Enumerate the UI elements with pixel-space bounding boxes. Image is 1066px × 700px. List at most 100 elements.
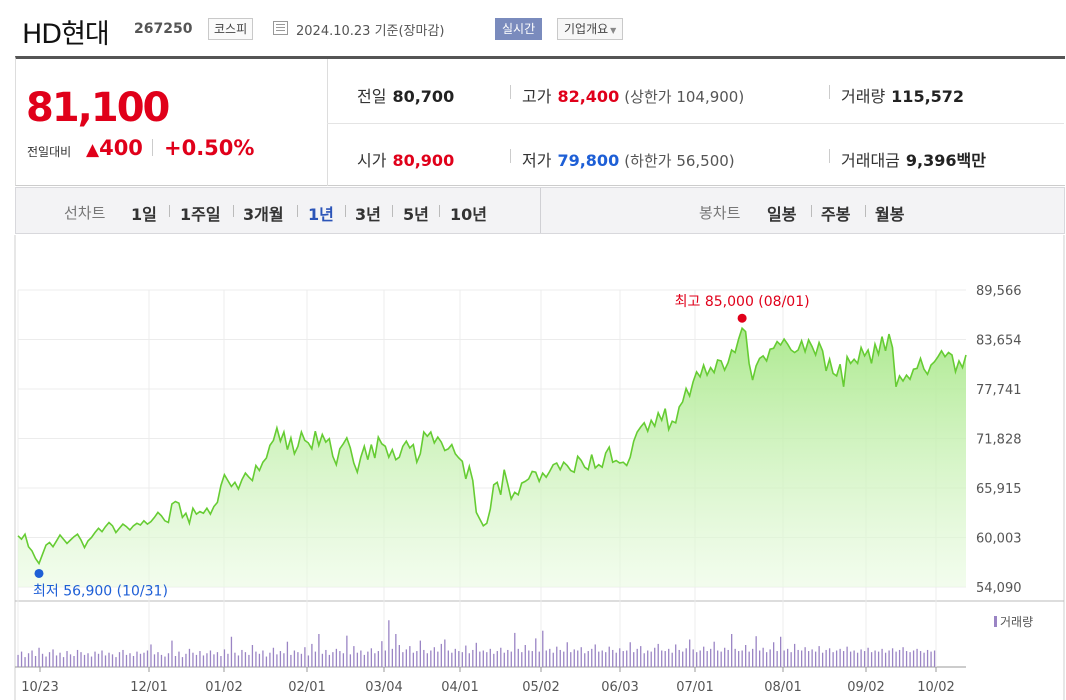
volume-bar <box>598 651 600 667</box>
volume-bar <box>307 655 310 667</box>
volume-bar <box>916 648 918 667</box>
tab-10y[interactable]: 10년 <box>450 205 487 224</box>
volume-bar <box>38 647 40 667</box>
divider <box>169 205 170 217</box>
volume-bar <box>419 640 421 667</box>
volume-bar <box>55 655 58 667</box>
volume-bar <box>759 650 761 667</box>
volume-bar <box>797 649 799 667</box>
volume-bar <box>783 650 785 667</box>
volume-bar <box>587 651 589 667</box>
volume-bar <box>654 647 656 667</box>
tab-3y[interactable]: 3년 <box>355 205 381 224</box>
volume-bar <box>570 652 572 667</box>
volume-bar <box>835 650 838 667</box>
volume-bar <box>80 652 82 667</box>
volume-bar <box>167 653 170 667</box>
volume-bar <box>531 651 533 667</box>
x-tick-label: 10/23 <box>21 680 58 695</box>
volume-bar <box>678 649 680 667</box>
tab-1w[interactable]: 1주일 <box>180 205 221 224</box>
open-value: 80,900 <box>392 151 455 170</box>
x-tick-label: 08/01 <box>764 680 801 695</box>
volume-bar <box>132 656 135 667</box>
volume-bar <box>524 645 526 667</box>
volume-bar <box>398 645 400 667</box>
volume-bar <box>185 653 187 667</box>
volume-bar <box>321 653 324 667</box>
chart-period-bar: 선차트 1일 1주일 3개월 1년 3년 5년 10년 봉차트 일봉 주봉 월봉 <box>15 187 1065 234</box>
volume-bar <box>566 642 568 667</box>
volume-bar <box>199 651 201 667</box>
volume-bar <box>258 653 261 667</box>
volume-bar <box>213 654 215 667</box>
price-chart[interactable]: 89,566 83,654 77,741 71,828 65,915 60,003 54,0… <box>0 235 1066 700</box>
tab-monthly[interactable]: 월봉 <box>875 205 905 224</box>
volume-bar <box>800 650 803 667</box>
volume-bar <box>206 653 208 667</box>
volume-bar <box>87 653 89 667</box>
realtime-button[interactable]: 실시간 <box>495 18 543 40</box>
volume-bar <box>311 643 313 667</box>
volume-bar <box>703 646 705 667</box>
volume-bar <box>430 650 432 667</box>
volume-bar <box>500 647 502 667</box>
volume-bar <box>755 636 757 667</box>
volume-bar <box>17 654 19 667</box>
volume-bar <box>115 657 117 667</box>
x-tick-label: 04/01 <box>441 680 478 695</box>
volume-bar <box>696 652 698 667</box>
tab-daily[interactable]: 일봉 <box>767 205 797 224</box>
volume-bar <box>556 646 558 667</box>
volume-bar <box>423 649 425 667</box>
tab-1d[interactable]: 1일 <box>131 205 157 224</box>
volume-bar <box>814 651 817 667</box>
volume-bar <box>738 651 740 667</box>
volume-bar <box>276 654 278 667</box>
min-point <box>34 568 44 578</box>
diff-value: ▲400 <box>86 136 143 160</box>
volume-bar <box>76 649 79 667</box>
divider <box>829 85 830 99</box>
volume-bar <box>433 647 435 667</box>
volume-bar <box>601 650 603 667</box>
volume-bar <box>633 652 635 667</box>
corp-info-dropdown[interactable]: 기업개요 ▼ <box>557 18 624 40</box>
volume-bar <box>710 648 712 667</box>
volume-bar <box>409 646 411 667</box>
volume-bar <box>122 649 124 667</box>
volume-bar <box>139 653 142 667</box>
tab-weekly[interactable]: 주봉 <box>821 205 851 224</box>
volume-bar <box>682 651 684 667</box>
x-tick-label: 10/02 <box>917 680 954 695</box>
volume-bar <box>342 653 345 667</box>
volume-bar <box>451 652 453 667</box>
volume-bar <box>48 652 51 667</box>
volume-bar <box>748 651 750 667</box>
stock-header: HD현대 267250 코스피 2024.10.23 기준(장마감) 실시간 기… <box>0 0 1066 56</box>
volume-bar <box>381 641 383 667</box>
volume-bar <box>926 649 929 667</box>
volume-bar <box>223 649 226 667</box>
volume-bar <box>195 654 198 667</box>
volume-bar <box>416 651 418 667</box>
volume-bar <box>59 652 61 667</box>
volume-bar <box>454 648 456 667</box>
tab-1y[interactable]: 1년 <box>308 205 334 224</box>
volume-bar <box>902 647 904 667</box>
x-tick-label: 02/01 <box>288 680 325 695</box>
low-label: 저가 <box>522 151 552 170</box>
volume-bar <box>867 647 869 667</box>
volume-bar <box>549 648 551 667</box>
volume-bar <box>405 649 407 667</box>
volume-bar <box>689 639 691 667</box>
volume-bar <box>174 656 177 667</box>
volume-bar <box>608 646 610 667</box>
volume-bar <box>101 650 103 667</box>
volume-bar <box>440 643 442 667</box>
tab-3m[interactable]: 3개월 <box>243 205 284 224</box>
volume-bar <box>699 650 701 667</box>
volume-bar <box>891 648 894 667</box>
volume-value: 115,572 <box>891 87 965 106</box>
tab-5y[interactable]: 5년 <box>403 205 429 224</box>
